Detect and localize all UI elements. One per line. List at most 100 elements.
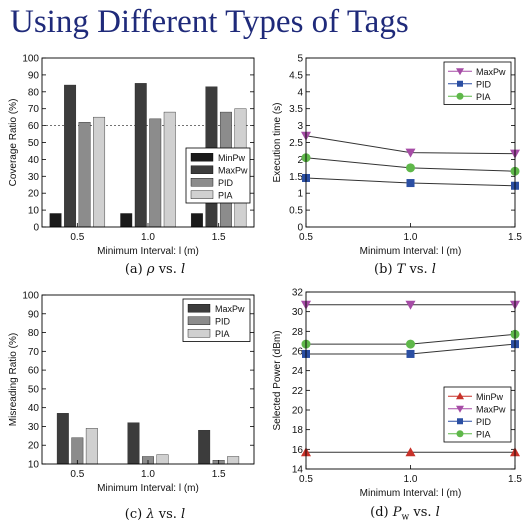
legend: MaxPw PID PIA: [182, 298, 251, 342]
y-tick-label: 2.5: [289, 138, 303, 149]
y-tick-label: 14: [292, 465, 304, 476]
y-tick-label: 0: [297, 223, 303, 234]
point-minpw: [405, 447, 416, 457]
y-tick-label: 40: [28, 155, 40, 166]
legend-label-minpw: MinPw: [476, 392, 504, 402]
caption-a: (a) ρ vs. l: [124, 262, 186, 277]
y-tick-label: 20: [28, 441, 40, 452]
legend: MaxPw PID PIA: [443, 61, 512, 105]
plot-area: [306, 292, 515, 469]
legend-marker-pia: [456, 430, 464, 438]
y-tick-label: 3: [297, 121, 303, 132]
y-axis-label: Coverage Ratio (%): [8, 99, 19, 187]
y-tick-label: 20: [292, 406, 304, 417]
legend-swatch-pia: [190, 190, 214, 199]
y-tick-label: 0: [33, 223, 39, 234]
legend-label-pid: PID: [476, 417, 492, 427]
legend: MinPw MaxPw PID PIA: [185, 147, 251, 204]
y-tick-label: 0.5: [289, 206, 303, 217]
selected-power-chart: 14 16 18 20 22 24 26 28 30 32 Minimum Interval: l …: [272, 288, 522, 500]
bar-maxpw: [198, 429, 211, 465]
misreading-ratio-chart: 10 20 30 40 50 60 70 80 90 100 Minimum Interval: l…: [8, 291, 255, 494]
legend-swatch-maxpw: [190, 165, 214, 174]
bar-pia: [163, 111, 176, 228]
x-tick-label: 1.5: [508, 232, 522, 243]
legend-label-pia: PIA: [218, 190, 233, 200]
y-tick-label: 50: [28, 384, 40, 395]
y-tick-label: 10: [28, 206, 40, 217]
legend-label-pid: PID: [215, 316, 231, 326]
y-tick-label: 30: [28, 422, 40, 433]
y-tick-label: 3.5: [289, 104, 303, 115]
legend-label-pia: PIA: [476, 92, 491, 102]
x-tick-label: 1.0: [141, 469, 155, 480]
bar-minpw: [190, 213, 203, 228]
y-tick-label: 22: [292, 386, 304, 397]
x-axis-label: Minimum Interval: l (m): [360, 246, 462, 257]
legend-label-pia: PIA: [476, 429, 491, 439]
legend-label-maxpw: MaxPw: [215, 304, 245, 314]
y-tick-label: 80: [28, 328, 40, 339]
x-axis-label: Minimum Interval: l (m): [360, 488, 462, 499]
bar-pia: [85, 428, 98, 465]
axes-frame: [305, 291, 516, 470]
y-tick-label: 70: [28, 104, 40, 115]
bar-minpw: [120, 213, 133, 228]
y-tick-label: 50: [28, 138, 40, 149]
point-pia: [406, 339, 415, 349]
legend-label-maxpw: MaxPw: [476, 67, 506, 77]
y-tick-label: 24: [292, 366, 304, 377]
legend-swatch-maxpw: [187, 304, 211, 313]
y-tick-label: 40: [28, 403, 40, 414]
x-tick-label: 0.5: [299, 232, 313, 243]
y-tick-label: 30: [292, 307, 304, 318]
y-tick-label: 16: [292, 445, 304, 456]
legend-marker-minpw: [456, 392, 464, 400]
legend: MinPw MaxPw PID PIA: [443, 386, 512, 443]
point-pia: [406, 163, 415, 173]
x-axis-label: Minimum Interval: l (m): [97, 246, 199, 257]
legend-marker-maxpw: [456, 405, 464, 413]
x-tick-label: 1.5: [508, 474, 522, 485]
y-axis-label: Selected Power (dBm): [272, 330, 283, 430]
y-tick-label: 1.5: [289, 172, 303, 183]
x-tick-label: 0.5: [299, 474, 313, 485]
legend-marker-pid: [457, 80, 463, 87]
y-tick-label: 2: [297, 155, 303, 166]
bar-pid: [78, 122, 91, 228]
caption-c: (c) λ vs. l: [124, 507, 186, 522]
y-tick-label: 4.5: [289, 70, 303, 81]
bar-maxpw: [127, 422, 140, 465]
y-tick-label: 90: [28, 309, 40, 320]
point-maxpw: [405, 148, 416, 158]
legend-marker-pia: [456, 92, 464, 100]
axes-frame: [305, 57, 516, 228]
bar-maxpw: [64, 84, 77, 228]
page-title: Using Different Types of Tags: [10, 4, 409, 40]
bar-maxpw: [134, 83, 147, 228]
caption-b: (b) T vs. l: [374, 262, 436, 277]
x-tick-label: 0.5: [70, 469, 84, 480]
x-tick-label: 1.0: [404, 232, 418, 243]
y-tick-label: 100: [22, 291, 39, 302]
y-tick-label: 80: [28, 87, 40, 98]
y-tick-label: 4: [297, 87, 303, 98]
point-maxpw: [405, 300, 416, 310]
bar-pid: [149, 118, 162, 228]
bar-minpw: [49, 213, 62, 228]
point-pid: [406, 179, 415, 188]
legend-label-pid: PID: [218, 178, 234, 188]
y-tick-label: 90: [28, 70, 40, 81]
legend-marker-maxpw: [456, 68, 464, 76]
y-tick-label: 18: [292, 425, 304, 436]
y-tick-label: 28: [292, 327, 304, 338]
bar-maxpw: [56, 413, 69, 465]
legend-swatch-pia: [187, 329, 211, 338]
axes-frame: [41, 57, 255, 228]
axes-frame: [41, 294, 255, 465]
legend-marker-pid: [457, 418, 463, 425]
y-tick-label: 70: [28, 347, 40, 358]
y-tick-label: 10: [28, 460, 40, 471]
y-tick-label: 30: [28, 172, 40, 183]
